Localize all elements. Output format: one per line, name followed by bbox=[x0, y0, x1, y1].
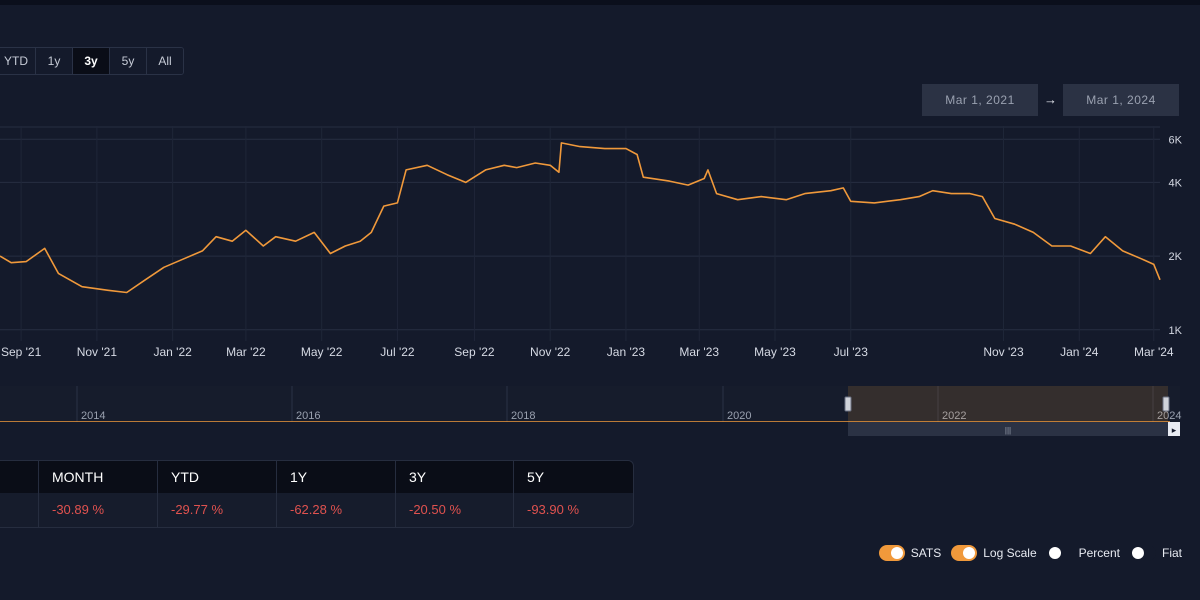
price-chart[interactable]: 1K 2K 4K 6K Sep '21 Nov '21 Jan '22 Mar '22 May … bbox=[0, 126, 1200, 376]
x-tick-label: Sep '22 bbox=[454, 345, 495, 359]
perf-value-ytd: -29.77 % bbox=[158, 493, 277, 527]
navigator-scroll-button[interactable] bbox=[1168, 422, 1180, 436]
perf-value-blank bbox=[0, 493, 39, 527]
perf-value-1y: -62.28 % bbox=[277, 493, 396, 527]
fiat-switch[interactable] bbox=[1129, 545, 1156, 561]
navigator-year-label: 2020 bbox=[727, 410, 751, 422]
range-selector: YTD 1y 3y 5y All bbox=[0, 47, 184, 75]
x-tick-label: Nov '21 bbox=[77, 345, 118, 359]
x-tick-label: Jul '23 bbox=[834, 345, 869, 359]
perf-header-1y: 1Y bbox=[277, 461, 396, 493]
switch-knob bbox=[1131, 547, 1144, 559]
navigator-year-label: 2014 bbox=[81, 410, 105, 422]
perf-value-month: -30.89 % bbox=[39, 493, 158, 527]
switch-knob bbox=[1048, 547, 1061, 559]
navigator-year-label: 2018 bbox=[511, 410, 535, 422]
toggle-log-scale-label: Log Scale bbox=[983, 546, 1037, 560]
x-tick-label: Mar '23 bbox=[679, 345, 719, 359]
y-tick-label: 2K bbox=[1169, 251, 1183, 263]
date-arrow-icon: → bbox=[1044, 92, 1057, 107]
x-tick-label: Mar '22 bbox=[226, 345, 266, 359]
navigator-left-handle[interactable] bbox=[844, 396, 852, 412]
navigator-year-label: 2022 bbox=[942, 410, 966, 422]
x-tick-label: Jan '22 bbox=[153, 345, 192, 359]
price-series-line bbox=[0, 142, 1161, 294]
perf-value-5y: -93.90 % bbox=[527, 502, 580, 517]
navigator-year-label: 2024 bbox=[1157, 410, 1181, 422]
x-tick-label: Nov '23 bbox=[983, 345, 1024, 359]
x-tick-label: May '22 bbox=[301, 345, 343, 359]
performance-value-row: -30.89 % -29.77 % -62.28 % -20.50 % -93.… bbox=[0, 493, 633, 527]
navigator-chart[interactable]: 2014 2016 2018 2020 2022 2024 ||| ▸ bbox=[0, 384, 1200, 440]
y-tick-label: 6K bbox=[1169, 134, 1183, 146]
x-tick-label: Jul '22 bbox=[380, 345, 415, 359]
perf-header-ytd: YTD bbox=[158, 461, 277, 493]
navigator-year-label: 2016 bbox=[296, 410, 320, 422]
performance-table: MONTH YTD 1Y 3Y 5Y -30.89 % -29.77 % -62… bbox=[0, 460, 634, 528]
range-button-ytd[interactable]: YTD bbox=[0, 48, 36, 74]
x-tick-label: Jan '24 bbox=[1060, 345, 1099, 359]
y-tick-label: 1K bbox=[1169, 325, 1183, 337]
toggle-log-scale[interactable]: Log Scale bbox=[951, 545, 1037, 561]
sats-switch[interactable] bbox=[878, 545, 905, 561]
navigator-background bbox=[0, 386, 1180, 422]
x-tick-label: Nov '22 bbox=[530, 345, 571, 359]
switch-knob bbox=[963, 547, 976, 559]
perf-value-3y: -20.50 % bbox=[396, 493, 514, 527]
scroll-right-icon: ▸ bbox=[1172, 426, 1177, 436]
navigator-right-handle[interactable] bbox=[1162, 396, 1170, 412]
x-tick-label: Jan '23 bbox=[607, 345, 646, 359]
x-tick-label: Sep '21 bbox=[1, 345, 42, 359]
perf-header-blank bbox=[0, 461, 39, 493]
switch-knob bbox=[890, 547, 903, 559]
range-button-3y[interactable]: 3y bbox=[73, 48, 110, 74]
performance-header-row: MONTH YTD 1Y 3Y 5Y bbox=[0, 461, 633, 493]
date-to-input[interactable]: Mar 1, 2024 bbox=[1063, 84, 1179, 116]
toggle-percent[interactable]: Percent bbox=[1046, 545, 1120, 561]
perf-header-3y: 3Y bbox=[396, 461, 514, 493]
toggle-sats[interactable]: SATS bbox=[878, 545, 942, 561]
x-tick-label: Mar '24 bbox=[1134, 345, 1174, 359]
y-tick-label: 4K bbox=[1169, 177, 1183, 189]
toggle-sats-label: SATS bbox=[910, 546, 942, 560]
range-button-1y[interactable]: 1y bbox=[36, 48, 73, 74]
toggle-percent-label: Percent bbox=[1078, 546, 1120, 560]
date-from-input[interactable]: Mar 1, 2021 bbox=[922, 84, 1038, 116]
x-tick-label: May '23 bbox=[754, 345, 796, 359]
perf-header-month: MONTH bbox=[39, 461, 158, 493]
scroll-grip-icon: ||| bbox=[1005, 426, 1011, 435]
navigator-selection[interactable] bbox=[848, 386, 1168, 422]
perf-header-5y: 5Y bbox=[527, 469, 545, 485]
toggle-fiat-label: Fiat bbox=[1161, 546, 1182, 560]
percent-switch[interactable] bbox=[1046, 545, 1073, 561]
log-scale-switch[interactable] bbox=[951, 545, 978, 561]
range-button-5y[interactable]: 5y bbox=[110, 48, 147, 74]
display-toggles: SATS Log Scale Percent Fiat bbox=[869, 545, 1182, 561]
top-bar bbox=[0, 0, 1200, 5]
range-button-all[interactable]: All bbox=[147, 48, 183, 74]
navigator-scroll-thumb[interactable] bbox=[848, 422, 1168, 436]
toggle-fiat[interactable]: Fiat bbox=[1129, 545, 1182, 561]
